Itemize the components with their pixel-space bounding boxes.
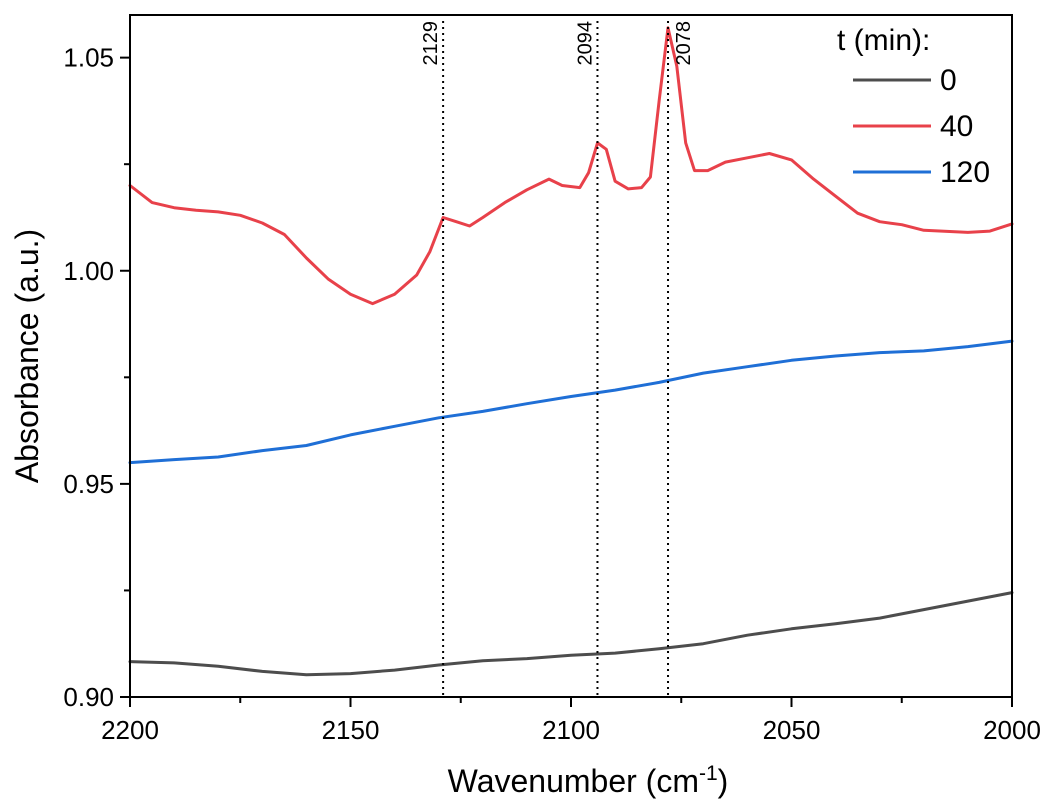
x-tick-label-2100: 2100: [542, 715, 600, 745]
peak-label-2129: 2129: [420, 21, 442, 66]
x-tick-label-2050: 2050: [763, 715, 821, 745]
legend: t (min): 0 40 120: [837, 24, 990, 189]
x-axis-title-superscript: -1: [699, 762, 718, 785]
y-tick-label-1.00: 1.00: [63, 256, 114, 286]
x-tick-label-2200: 2200: [101, 715, 159, 745]
series-group: [128, 26, 1014, 677]
y-tick-label-0.90: 0.90: [63, 682, 114, 712]
peak-label-2094: 2094: [574, 21, 596, 66]
legend-title: t (min):: [837, 24, 930, 57]
series-line-0: [128, 591, 1014, 677]
peak-label-2078: 2078: [673, 21, 695, 66]
x-axis-title: Wavenumber (cm-1): [448, 762, 729, 799]
peak-annotations: 2129 2094 2078: [420, 21, 695, 697]
series-line-120: [128, 339, 1014, 465]
plot-frame: [129, 14, 1013, 698]
y-tick-label-1.05: 1.05: [63, 43, 114, 73]
y-axis-title: Absorbance (a.u.): [9, 229, 45, 483]
series-line-40: [128, 26, 1014, 306]
y-tick-label-0.95: 0.95: [63, 469, 114, 499]
legend-label-120: 120: [940, 156, 990, 189]
x-axis-title-close: ): [718, 763, 729, 799]
x-tick-label-2150: 2150: [322, 715, 380, 745]
x-tick-label-2000: 2000: [983, 715, 1041, 745]
legend-label-40: 40: [940, 110, 973, 143]
x-axis-title-main: Wavenumber (cm: [448, 763, 699, 799]
axes: 2200 2150 2100 2050 2000 0.90 0.95 1.00 1.05: [63, 14, 1041, 745]
legend-label-0: 0: [940, 64, 957, 97]
